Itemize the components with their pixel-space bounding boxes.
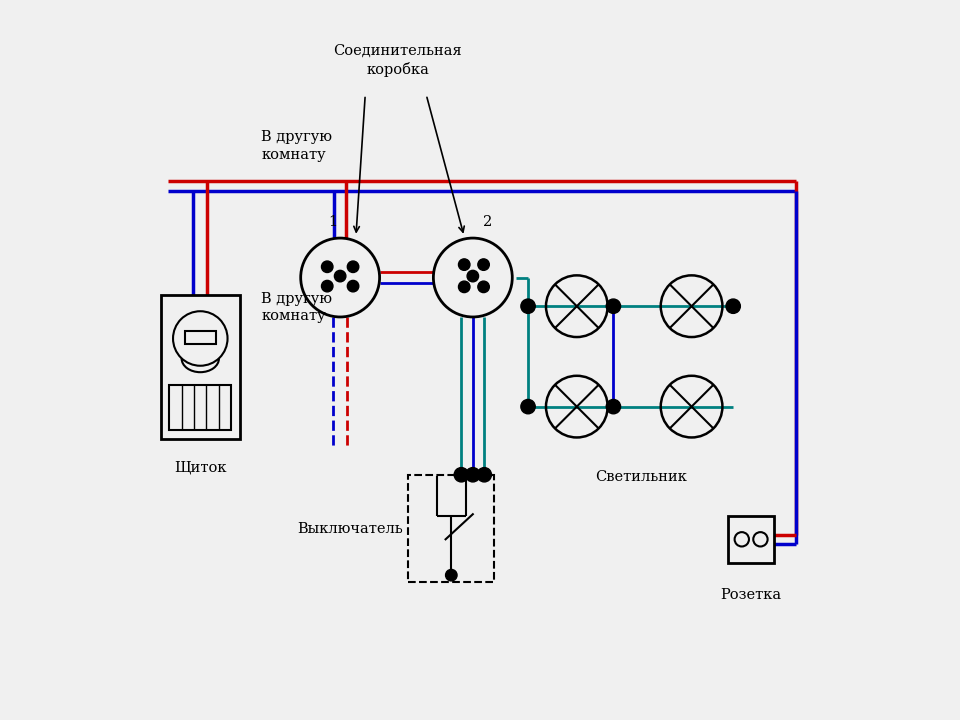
Bar [161, 295, 240, 439]
Bar [408, 474, 494, 582]
Bar [170, 385, 231, 431]
Circle shape [466, 467, 480, 482]
Circle shape [606, 400, 620, 414]
Text: Розетка: Розетка [721, 588, 781, 602]
Circle shape [521, 299, 536, 313]
Circle shape [468, 270, 479, 282]
Text: Соединительная
коробка: Соединительная коробка [333, 44, 462, 77]
Circle shape [478, 259, 490, 270]
Circle shape [754, 532, 768, 546]
Circle shape [334, 270, 346, 282]
Circle shape [322, 261, 333, 272]
Circle shape [459, 281, 470, 292]
Text: 2: 2 [483, 215, 492, 230]
Circle shape [445, 570, 457, 581]
Circle shape [521, 400, 536, 414]
Text: 1: 1 [328, 215, 338, 230]
Circle shape [606, 299, 620, 313]
Circle shape [478, 281, 490, 292]
Circle shape [322, 280, 333, 292]
Text: Щиток: Щиток [174, 460, 227, 474]
Text: В другую
комнату: В другую комнату [261, 130, 332, 162]
Text: Светильник: Светильник [595, 469, 687, 484]
Circle shape [454, 467, 468, 482]
Circle shape [734, 532, 749, 546]
Text: Выключатель: Выключатель [297, 521, 402, 536]
Circle shape [477, 467, 492, 482]
Bar [728, 516, 775, 562]
Bar [184, 331, 216, 344]
Circle shape [726, 299, 740, 313]
Circle shape [348, 261, 359, 272]
Text: В другую
комнату: В другую комнату [261, 292, 332, 323]
Circle shape [348, 280, 359, 292]
Circle shape [459, 259, 470, 270]
